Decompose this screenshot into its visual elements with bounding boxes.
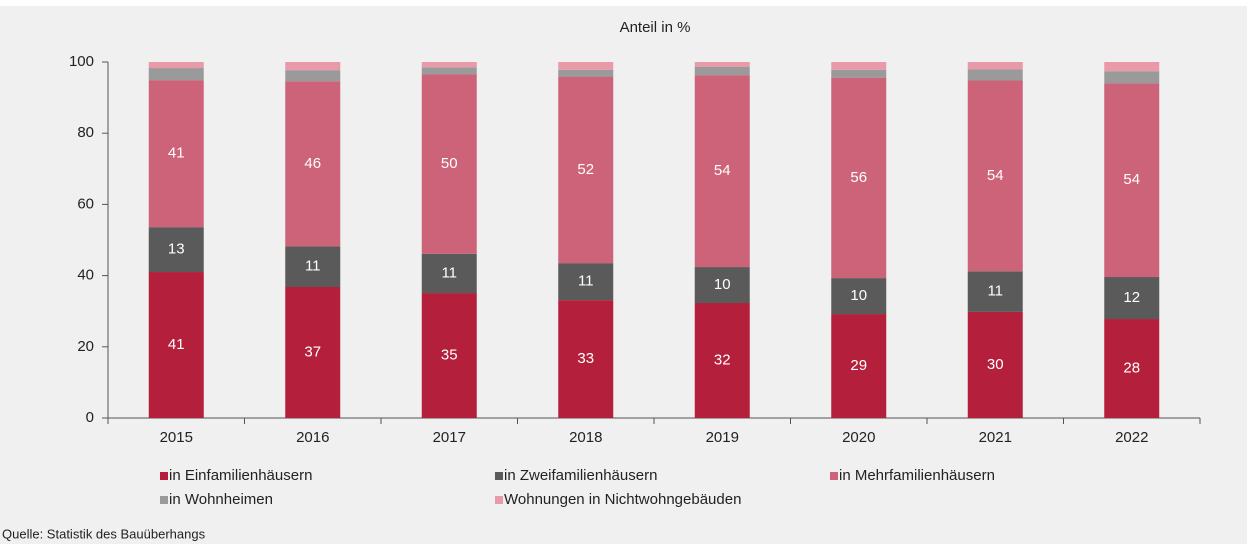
- bar-segment: [285, 286, 341, 418]
- data-label: 41: [168, 336, 185, 353]
- y-tick-label: 80: [77, 124, 94, 141]
- data-label: 32: [714, 351, 731, 368]
- bar-segment: [558, 76, 614, 264]
- bar-segment: [285, 81, 341, 247]
- data-label: 54: [714, 162, 731, 179]
- data-label: 10: [714, 276, 731, 293]
- bar-segment: [421, 67, 477, 75]
- bar-segment: [831, 77, 887, 279]
- y-tick-label: 0: [86, 409, 94, 426]
- bar-segment: [1104, 277, 1160, 320]
- bar-segment: [694, 66, 750, 76]
- data-label: 46: [304, 155, 321, 172]
- bar-segment: [694, 303, 750, 418]
- x-tick-label: 2019: [706, 429, 739, 446]
- y-tick-label: 40: [77, 267, 94, 284]
- y-tick-label: 20: [77, 338, 94, 355]
- x-tick-label: 2015: [160, 429, 193, 446]
- bar-segment: [831, 62, 887, 70]
- data-label: 54: [987, 167, 1004, 184]
- data-label: 56: [850, 169, 867, 186]
- bar-segment: [285, 246, 341, 287]
- data-label: 11: [305, 258, 321, 275]
- legend-label: in Einfamilienhäusern: [169, 467, 312, 484]
- data-label: 11: [578, 273, 594, 290]
- x-tick-label: 2021: [979, 429, 1012, 446]
- bar-segment: [694, 75, 750, 268]
- bar-segment: [558, 263, 614, 301]
- panel: [0, 6, 1247, 544]
- data-label: 30: [987, 356, 1004, 373]
- bar-segment: [421, 62, 477, 68]
- bar-segment: [1104, 83, 1160, 278]
- x-tick-label: 2016: [296, 429, 329, 446]
- data-label: 37: [304, 343, 321, 360]
- data-label: 10: [850, 287, 867, 304]
- data-label: 54: [1123, 171, 1140, 188]
- bar-segment: [694, 267, 750, 304]
- legend-swatch: [495, 472, 503, 480]
- data-label: 52: [577, 161, 594, 178]
- x-tick-label: 2022: [1115, 429, 1148, 446]
- data-label: 33: [577, 350, 594, 367]
- bar-segment: [421, 253, 477, 294]
- data-label: 28: [1123, 359, 1140, 376]
- bar-segment: [285, 62, 341, 71]
- data-label: 13: [168, 241, 185, 258]
- data-label: 12: [1123, 289, 1140, 306]
- bar-segment: [1104, 319, 1160, 418]
- x-tick-label: 2018: [569, 429, 602, 446]
- data-label: 35: [441, 346, 458, 363]
- legend-swatch: [495, 496, 503, 504]
- data-label: 11: [987, 283, 1003, 300]
- x-tick-label: 2017: [433, 429, 466, 446]
- legend-label: in Wohnheimen: [169, 491, 273, 508]
- bar-segment: [148, 227, 204, 273]
- bar-segment: [1104, 71, 1160, 84]
- bar-segment: [831, 314, 887, 418]
- x-tick-label: 2020: [842, 429, 875, 446]
- bar-segment: [694, 62, 750, 67]
- bar-segment: [1104, 62, 1160, 72]
- data-label: 50: [441, 155, 458, 172]
- data-label: 29: [850, 357, 867, 374]
- bar-segment: [831, 69, 887, 78]
- legend-swatch: [160, 472, 168, 480]
- bar-segment: [148, 80, 204, 228]
- y-tick-label: 100: [69, 53, 94, 70]
- y-tick-label: 60: [77, 195, 94, 212]
- legend-swatch: [160, 496, 168, 504]
- bar-segment: [967, 80, 1023, 272]
- bar-segment: [967, 62, 1023, 70]
- bar-segment: [148, 68, 204, 81]
- data-label: 41: [168, 145, 185, 162]
- bar-segment: [967, 311, 1023, 418]
- bar-segment: [558, 69, 614, 77]
- chart-title: Anteil in %: [620, 19, 691, 36]
- bar-segment: [558, 62, 614, 70]
- bar-segment: [148, 272, 204, 418]
- bar-segment: [421, 293, 477, 418]
- legend-label: in Mehrfamilienhäusern: [839, 467, 995, 484]
- legend-swatch: [830, 472, 838, 480]
- bar-segment: [831, 278, 887, 315]
- legend-label: Wohnungen in Nichtwohngebäuden: [504, 491, 741, 508]
- legend-label: in Zweifamilienhäusern: [504, 467, 657, 484]
- bar-segment: [285, 70, 341, 82]
- bar-segment: [967, 271, 1023, 312]
- bar-segment: [967, 69, 1023, 81]
- bar-segment: [421, 74, 477, 254]
- data-label: 11: [441, 264, 457, 281]
- bar-segment: [148, 62, 204, 69]
- bar-segment: [558, 300, 614, 418]
- source: Quelle: Statistik des Bauüberhangs: [2, 526, 206, 541]
